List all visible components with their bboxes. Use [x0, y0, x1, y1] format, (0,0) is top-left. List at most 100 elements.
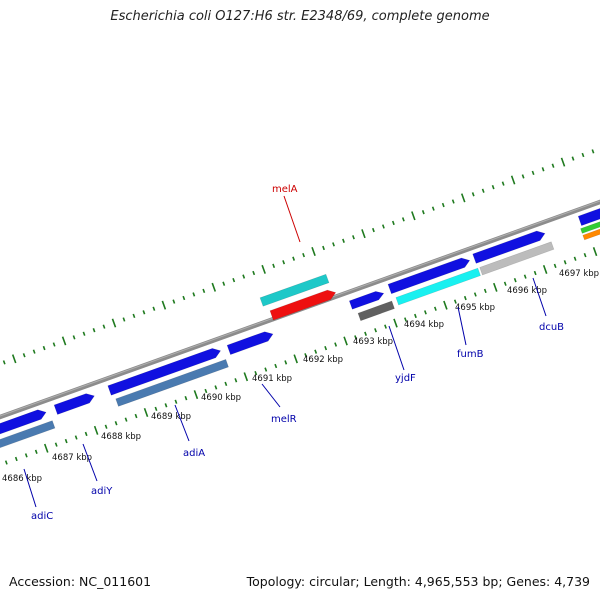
inner-tick: [54, 442, 58, 447]
inner-tick: [24, 453, 28, 458]
inner-tick: [293, 354, 298, 364]
gene-labels: adiC adiY adiA melR melA yjdF fumB dcuB: [23, 184, 564, 522]
outer-tick: [431, 206, 435, 211]
inner-tick: [104, 424, 108, 429]
outer-tick: [202, 288, 206, 294]
gene-feature[interactable]: [107, 348, 222, 396]
gene-feature[interactable]: [479, 241, 555, 276]
inner-tick: [393, 318, 398, 328]
inner-tick: [74, 435, 78, 440]
outer-tick: [272, 263, 276, 268]
inner-tick: [473, 292, 477, 297]
genome-stats: Topology: circular; Length: 4,965,553 bp…: [246, 574, 590, 589]
kbp-label: 4690 kbp: [201, 393, 241, 403]
gene-leader-line: [261, 383, 281, 408]
outer-tick: [460, 193, 466, 203]
gene-label-melA[interactable]: melA: [272, 184, 298, 195]
gene-feature[interactable]: [226, 331, 274, 355]
outer-tick: [391, 220, 395, 226]
inner-tick: [463, 295, 467, 301]
inner-tick: [583, 252, 587, 258]
inner-tick: [493, 282, 498, 292]
gene-label-adiY[interactable]: adiY: [91, 486, 113, 497]
inner-tick: [364, 331, 367, 336]
gene-feature[interactable]: [472, 230, 546, 264]
outer-tick: [302, 252, 306, 258]
outer-tick: [471, 192, 475, 197]
outer-tick: [421, 210, 425, 215]
outer-tick: [32, 349, 36, 354]
gene-feature[interactable]: [0, 420, 56, 455]
gene-feature[interactable]: [269, 289, 337, 321]
gene-label-melR[interactable]: melR: [271, 414, 297, 425]
gene-feature[interactable]: [259, 273, 330, 307]
gene-feature[interactable]: [395, 267, 481, 306]
outer-tick: [92, 328, 96, 333]
inner-tick: [164, 403, 168, 408]
inner-tick: [43, 443, 49, 453]
inner-tick: [114, 421, 118, 426]
gene-label-adiA[interactable]: adiA: [183, 448, 205, 459]
gene-label-fumB[interactable]: fumB: [457, 349, 484, 360]
gene-feature[interactable]: [580, 215, 600, 234]
gene-label-yjdF[interactable]: yjdF: [395, 373, 416, 384]
kbp-label: 4686 kbp: [2, 474, 42, 484]
outer-tick: [372, 227, 375, 233]
gene-leader-line: [174, 404, 190, 442]
inner-tick-ring: [4, 247, 598, 465]
outer-tick: [352, 235, 355, 240]
inner-tick: [324, 345, 328, 351]
gene-feature[interactable]: [387, 257, 471, 295]
outer-tick: [501, 181, 505, 186]
outer-tick: [591, 149, 595, 154]
gene-feature[interactable]: [357, 300, 395, 322]
outer-tick: [142, 310, 146, 315]
gene-label-adiC[interactable]: adiC: [31, 511, 53, 522]
inner-tick: [124, 417, 128, 422]
outer-tick: [441, 202, 445, 208]
outer-tick: [292, 256, 296, 261]
inner-tick: [513, 278, 517, 283]
outer-tick: [172, 299, 176, 304]
outer-tick: [510, 175, 516, 185]
accession-label: Accession: NC_011601: [9, 574, 152, 589]
kbp-label: 4687 kbp: [52, 453, 92, 463]
inner-tick: [453, 299, 457, 304]
gene-feature[interactable]: [115, 359, 229, 407]
gene-label-dcuB[interactable]: dcuB: [539, 322, 564, 333]
outer-tick: [152, 306, 156, 311]
feature-track[interactable]: [0, 206, 600, 455]
outer-tick: [521, 174, 525, 179]
inner-tick: [214, 385, 218, 390]
inner-tick: [304, 353, 308, 358]
inner-tick: [343, 336, 348, 346]
outer-tick: [560, 157, 566, 167]
inner-tick: [503, 281, 507, 286]
outer-tick: [311, 247, 316, 257]
outer-tick: [411, 211, 416, 221]
outer-tick: [261, 264, 266, 274]
gene-feature[interactable]: [348, 291, 385, 310]
inner-tick: [4, 460, 8, 465]
outer-tick: [222, 281, 226, 286]
gene-feature[interactable]: [53, 393, 95, 415]
gene-feature[interactable]: [582, 222, 600, 241]
outer-tick: [232, 277, 236, 283]
position-labels: 4686 kbp 4687 kbp 4688 kbp 4689 kbp 4690 kbp…: [2, 269, 599, 484]
kbp-label: 4692 kbp: [303, 355, 343, 365]
outer-tick: [11, 354, 17, 364]
inner-tick: [93, 425, 99, 435]
gene-feature[interactable]: [0, 409, 47, 442]
outer-tick: [111, 318, 117, 328]
outer-tick: [581, 152, 585, 158]
inner-tick: [483, 288, 487, 294]
inner-tick: [334, 342, 338, 347]
kbp-label: 4688 kbp: [101, 432, 141, 442]
inner-tick: [533, 270, 537, 276]
inner-tick: [284, 360, 288, 365]
gene-feature[interactable]: [577, 206, 600, 226]
outer-tick: [282, 260, 286, 265]
outer-tick: [451, 199, 455, 204]
inner-tick: [274, 363, 278, 369]
